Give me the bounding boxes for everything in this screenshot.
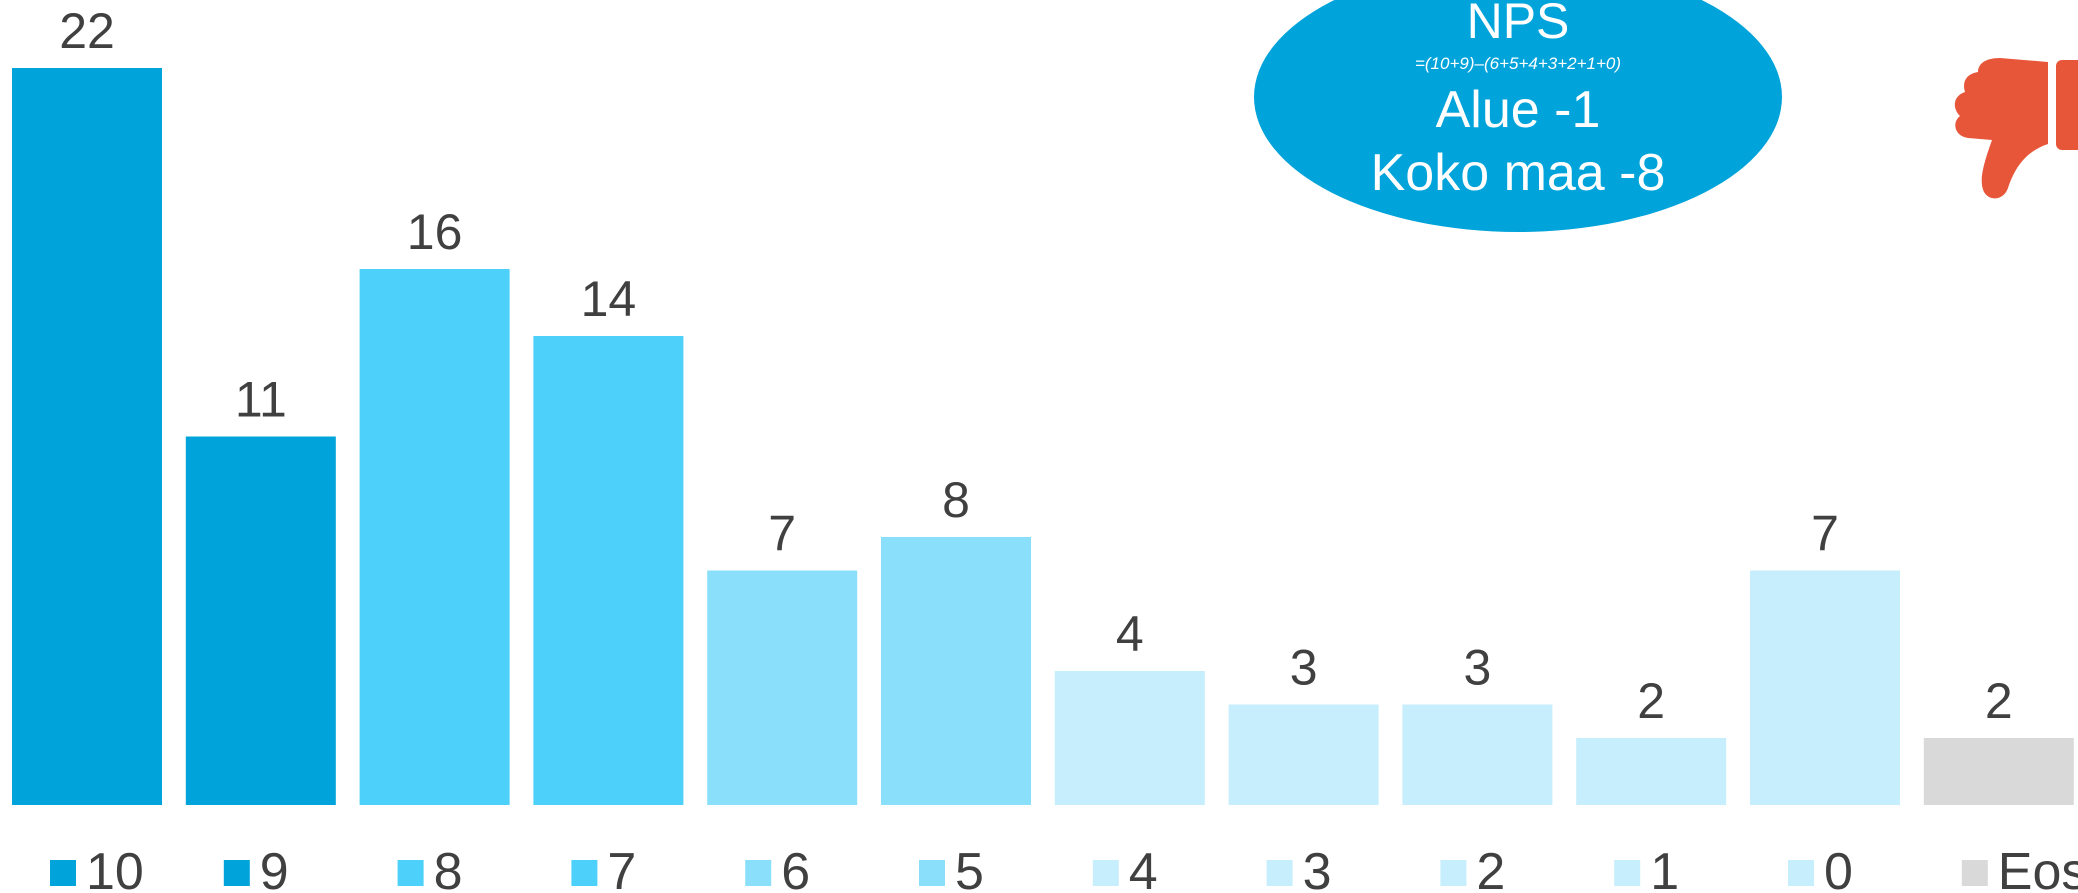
- value-label-4: 4: [1116, 606, 1144, 662]
- legend-swatch-Eos: [1961, 860, 1988, 886]
- legend-label-3: 3: [1303, 843, 1332, 893]
- bar-3: [1228, 704, 1379, 805]
- legend-label-1: 1: [1650, 843, 1679, 893]
- legend-swatch-10: [50, 860, 76, 886]
- nps-badge-ellipse: [1254, 0, 1782, 232]
- legend-swatch-2: [1440, 860, 1467, 886]
- bar-2: [1402, 704, 1553, 805]
- legend-label-10: 10: [86, 843, 144, 893]
- legend-swatch-1: [1614, 860, 1641, 886]
- legend-swatch-4: [1092, 860, 1119, 886]
- legend-label-5: 5: [955, 843, 984, 893]
- legend-swatch-3: [1266, 860, 1293, 886]
- legend-swatch-0: [1788, 860, 1814, 886]
- legend-label-2: 2: [1476, 843, 1505, 893]
- bar-4: [1054, 671, 1205, 805]
- thumbs-down-icon: [1954, 58, 2078, 199]
- value-label-10: 22: [59, 3, 115, 59]
- value-label-2: 3: [1463, 640, 1491, 696]
- legend-label-6: 6: [781, 843, 810, 893]
- value-labels-group: 22 11 16 14 7 8 4 3 3 2 7 2: [59, 3, 2013, 729]
- bar-7: [533, 336, 684, 805]
- legend-label-0: 0: [1824, 843, 1853, 893]
- legend-swatch-6: [745, 860, 772, 886]
- bar-0: [1750, 570, 1900, 805]
- bar-6: [707, 570, 858, 805]
- bar-8: [359, 269, 510, 805]
- legend-label-4: 4: [1129, 843, 1158, 893]
- nps-formula: =(10+9)–(6+5+4+3+2+1+0): [1415, 54, 1621, 73]
- nps-title: NPS: [1467, 0, 1570, 49]
- bar-9: [185, 436, 336, 805]
- legend-label-9: 9: [260, 843, 289, 893]
- bar-10: [12, 68, 162, 805]
- legend-swatch-7: [571, 860, 598, 886]
- value-label-8: 16: [407, 204, 463, 260]
- legend-swatch-5: [919, 860, 945, 886]
- nps-koko-maa: Koko maa -8: [1371, 144, 1666, 202]
- bar-Eos: [1923, 738, 2074, 805]
- value-label-3: 3: [1290, 640, 1318, 696]
- value-label-7: 14: [581, 271, 637, 327]
- value-label-5: 8: [942, 472, 970, 528]
- legend-label-7: 7: [607, 843, 636, 893]
- value-label-9: 11: [235, 372, 287, 428]
- bars-group: [12, 68, 2074, 805]
- nps-badge: NPS =(10+9)–(6+5+4+3+2+1+0) Alue -1 Koko…: [1254, 0, 1782, 232]
- legend-label-8: 8: [434, 843, 463, 893]
- value-label-6: 7: [768, 506, 796, 562]
- nps-alue: Alue -1: [1436, 81, 1601, 139]
- bar-1: [1576, 738, 1727, 805]
- legend: 10 9 8 7 6 5 4 3 2 1 0 Eos: [50, 843, 2078, 893]
- legend-label-Eos: Eos: [1998, 843, 2078, 893]
- value-label-Eos: 2: [1985, 673, 2013, 729]
- value-label-0: 7: [1811, 506, 1839, 562]
- bar-5: [881, 537, 1031, 805]
- legend-swatch-8: [397, 860, 424, 886]
- legend-swatch-9: [223, 860, 250, 886]
- value-label-1: 2: [1637, 673, 1665, 729]
